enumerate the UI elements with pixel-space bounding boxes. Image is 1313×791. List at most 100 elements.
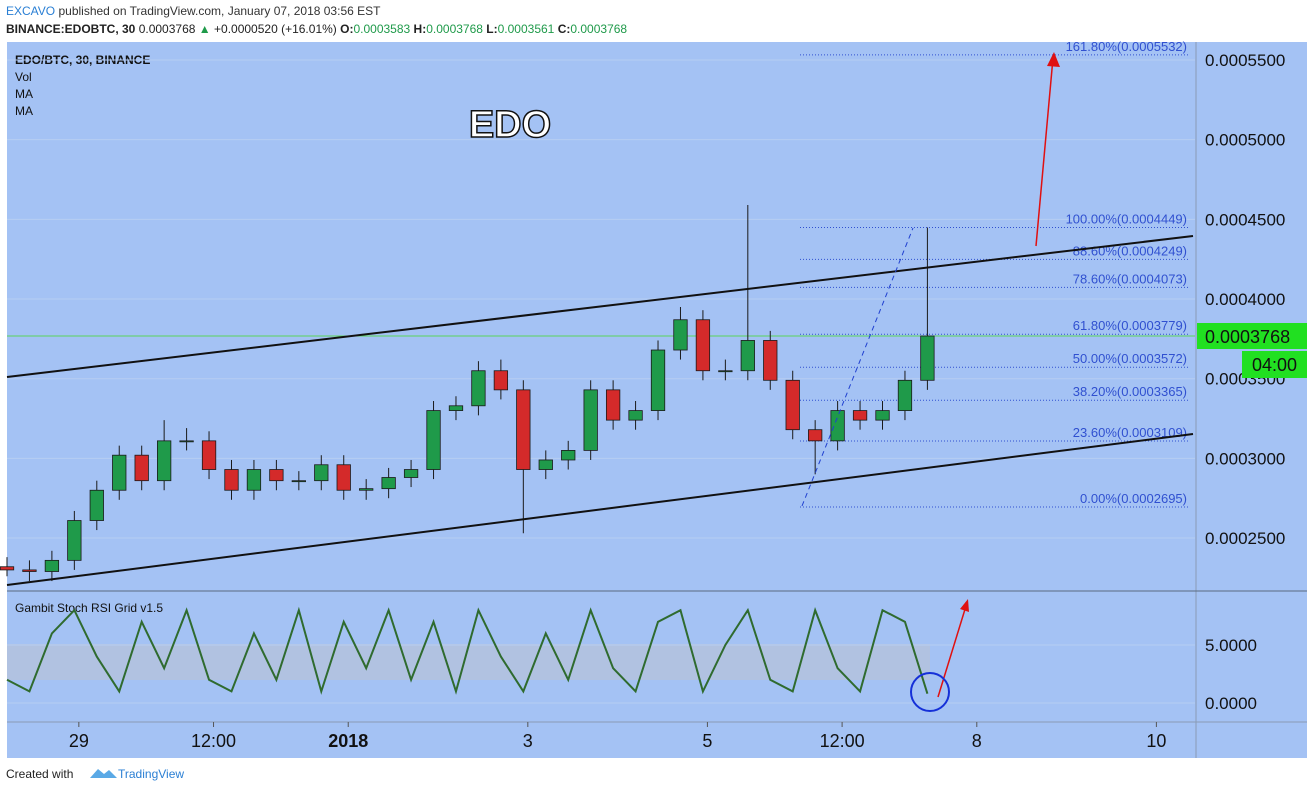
x-tick-label: 3 [523, 731, 533, 751]
candle-body [403, 469, 419, 478]
fib-label: 88.60%(0.0004249) [1073, 243, 1187, 258]
x-tick-label: 12:00 [820, 731, 865, 751]
x-tick-label: 10 [1146, 731, 1166, 751]
candle-body [179, 440, 194, 443]
candle-body [852, 410, 868, 421]
fib-label: 23.60%(0.0003109) [1073, 425, 1187, 440]
candle-body [359, 488, 374, 491]
y-tick-label: 0.0003000 [1205, 449, 1285, 468]
candle-body [89, 489, 104, 521]
arrow-head [1047, 52, 1060, 67]
candle-body [336, 464, 351, 491]
ohlc-label: L: [486, 22, 497, 36]
candle-body [695, 319, 711, 372]
x-tick-label: 29 [69, 731, 89, 751]
y-tick-label: 5.0000 [1205, 636, 1257, 655]
candle-body [157, 440, 172, 482]
indicator-title: Gambit Stoch RSI Grid v1.5 [15, 601, 163, 615]
channel-lower [6, 433, 1194, 586]
last-price-label: 0.0003768 [1205, 327, 1290, 347]
candle-body [471, 370, 486, 407]
plot: 0.0005500 0.0005000 0.0004500 0.0004000 0.00… [0, 39, 1307, 751]
last-price-box [1197, 322, 1307, 349]
countdown-label: 04:00 [1252, 355, 1297, 375]
y-tick-label: 0.0002500 [1205, 529, 1285, 548]
candle-body [291, 480, 306, 483]
candle-body [740, 340, 755, 372]
oscillator-line [6, 606, 929, 695]
candle-body [134, 454, 149, 482]
fib-label: 50.00%(0.0003572) [1073, 351, 1187, 366]
ohlc-value: 0.0003768 [426, 22, 483, 36]
candle-body [561, 450, 576, 461]
candle-body [381, 477, 396, 490]
symbol-line: BINANCE:EDOBTC, 30 0.0003768 ▲ +0.000052… [6, 22, 627, 36]
candle-body [426, 410, 441, 470]
candle-body [650, 349, 666, 411]
candle-body [763, 340, 778, 381]
ohlc-value: 0.0003768 [570, 22, 627, 36]
arrow [937, 605, 967, 698]
fib-label: 61.80%(0.0003779) [1073, 318, 1187, 333]
symbol: BINANCE:EDOBTC, 30 [6, 22, 136, 36]
arrow-head [960, 599, 969, 612]
candle-body [628, 410, 643, 421]
x-tick-label: 2018 [328, 731, 368, 751]
candle-body [673, 319, 688, 351]
x-tick-label: 5 [702, 731, 712, 751]
channel-upper [6, 235, 1194, 378]
up-icon: ▲ [199, 22, 211, 36]
legend-item: MA [15, 104, 33, 118]
candle-body [314, 464, 329, 482]
candle-body [516, 389, 531, 470]
candle-body [897, 379, 913, 411]
candle-body [875, 410, 890, 421]
change: +0.0000520 (+16.01%) [214, 22, 337, 36]
y-tick-label: 0.0005500 [1205, 51, 1285, 70]
fib-label: 161.80%(0.0005532) [1066, 39, 1187, 54]
y-tick-label: 0.0000 [1205, 694, 1257, 713]
fib-label: 0.00%(0.0002695) [1080, 491, 1187, 506]
footer-brand: TradingView [118, 767, 184, 781]
candle-body [583, 389, 598, 451]
footer-text: Created with [6, 767, 73, 781]
ohlc-label: H: [414, 22, 427, 36]
ohlc-value: 0.0003583 [353, 22, 410, 36]
candle-body [538, 459, 553, 470]
ohlc-value: 0.0003561 [498, 22, 555, 36]
ohlc-label: O: [340, 22, 353, 36]
candle-body [269, 469, 284, 482]
candle-body [0, 566, 15, 571]
candle-body [830, 410, 845, 442]
candle-body [22, 569, 37, 572]
y-tick-label: 0.0005000 [1205, 131, 1285, 150]
legend-item: Vol [15, 70, 32, 84]
candle-body [920, 335, 935, 381]
fib-trend [801, 227, 914, 507]
tv-logo [90, 769, 117, 778]
author: EXCAVO [6, 4, 55, 18]
legend-item: MA [15, 87, 33, 101]
fib-label: 38.20%(0.0003365) [1073, 384, 1187, 399]
candle-body [201, 440, 217, 470]
y-tick-label: 0.0004000 [1205, 290, 1285, 309]
y-tick-label: 0.0004500 [1205, 210, 1285, 229]
countdown-box [1242, 350, 1307, 378]
candle-body [246, 469, 262, 491]
fib-label: 78.60%(0.0004073) [1073, 271, 1187, 286]
candle-body [224, 469, 239, 491]
candle-body [448, 405, 464, 411]
ohlc-label: C: [558, 22, 571, 36]
x-tick-label: 8 [972, 731, 982, 751]
candle-body [67, 520, 82, 561]
header-line: EXCAVO published on TradingView.com, Jan… [6, 4, 381, 18]
published: published on TradingView.com, January 07… [58, 4, 381, 18]
arrow [1035, 57, 1054, 247]
highlight-circle [910, 672, 950, 712]
candle-body [112, 454, 127, 491]
candle-body [44, 559, 60, 572]
fib-label: 100.00%(0.0004449) [1066, 211, 1187, 226]
candle-body [718, 370, 733, 373]
candle-body [785, 379, 800, 431]
